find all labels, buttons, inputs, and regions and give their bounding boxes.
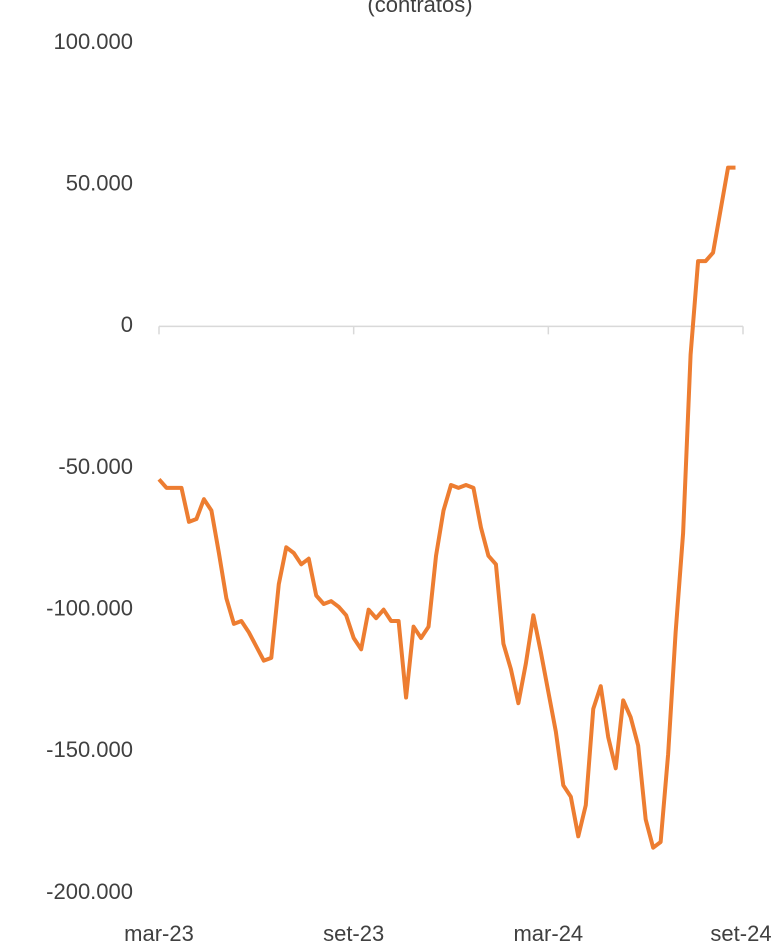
series-line [157, 165, 736, 850]
y-tick-label: -100.000 [46, 595, 133, 620]
y-tick-label: 50.000 [66, 170, 133, 195]
y-tick-label: -50.000 [58, 454, 133, 479]
y-tick-label: 100.000 [53, 29, 133, 54]
y-tick-label: -150.000 [46, 737, 133, 762]
x-tick-label: set-24 [710, 921, 771, 946]
y-tick-label: -200.000 [46, 879, 133, 904]
x-tick-label: mar-23 [124, 921, 194, 946]
x-tick-label: mar-24 [513, 921, 583, 946]
chart-title: (contratos) [367, 0, 472, 17]
x-tick-label: set-23 [323, 921, 384, 946]
y-tick-label: 0 [121, 312, 133, 337]
